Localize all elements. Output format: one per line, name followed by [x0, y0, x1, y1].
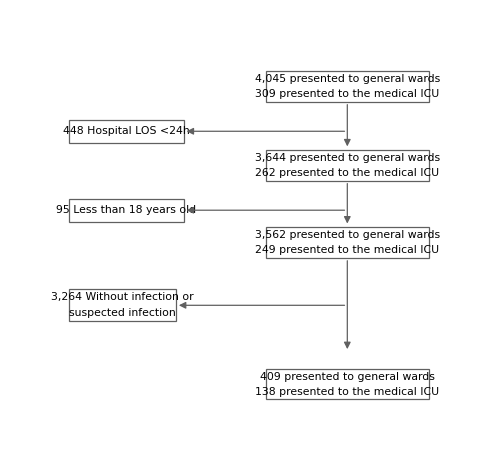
Text: 409 presented to general wards: 409 presented to general wards: [260, 371, 435, 382]
Text: 3,264 Without infection or: 3,264 Without infection or: [52, 292, 194, 302]
FancyBboxPatch shape: [70, 199, 184, 222]
FancyBboxPatch shape: [266, 369, 428, 399]
FancyBboxPatch shape: [70, 120, 184, 143]
Text: suspected infection: suspected infection: [69, 308, 176, 318]
FancyBboxPatch shape: [266, 150, 428, 181]
Text: 138 presented to the medical ICU: 138 presented to the medical ICU: [256, 387, 440, 397]
Text: 309 presented to the medical ICU: 309 presented to the medical ICU: [255, 89, 440, 99]
FancyBboxPatch shape: [70, 289, 176, 322]
Text: 95 Less than 18 years old: 95 Less than 18 years old: [56, 205, 196, 215]
Text: 3,644 presented to general wards: 3,644 presented to general wards: [255, 153, 440, 163]
Text: 3,562 presented to general wards: 3,562 presented to general wards: [255, 230, 440, 240]
Text: 448 Hospital LOS <24h: 448 Hospital LOS <24h: [63, 126, 190, 136]
FancyBboxPatch shape: [266, 71, 428, 102]
Text: 4,045 presented to general wards: 4,045 presented to general wards: [254, 74, 440, 84]
Text: 262 presented to the medical ICU: 262 presented to the medical ICU: [256, 168, 440, 178]
Text: 249 presented to the medical ICU: 249 presented to the medical ICU: [256, 245, 440, 255]
FancyBboxPatch shape: [266, 227, 428, 258]
